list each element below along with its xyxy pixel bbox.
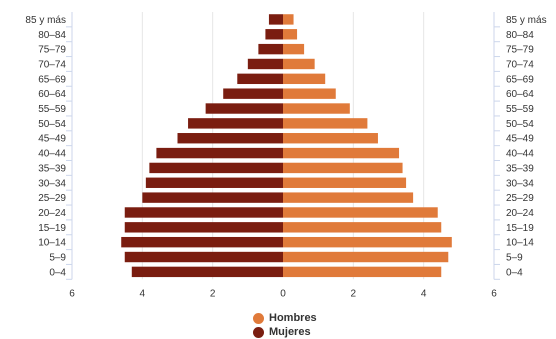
tick-label-left-40-44: 40–44 [38, 149, 66, 160]
bar-mujeres-70-74[interactable] [247, 58, 283, 70]
bar-mujeres-50-54[interactable] [188, 118, 283, 129]
x-tick-label: 2 [210, 288, 216, 299]
tick-label-left-0-4: 0–4 [49, 267, 66, 278]
tick-label-right-65-69: 65–69 [506, 74, 534, 85]
bar-hombres-0-4[interactable] [283, 266, 442, 278]
x-tick-label: 2 [351, 288, 357, 299]
left-category-axis: 85 y más 80–84 75–79 70–74 65–69 60–64 55–59 50… [25, 12, 73, 280]
tick-label-left-45-49: 45–49 [38, 134, 66, 145]
x-tick-label: 4 [421, 288, 427, 299]
bar-hombres-60-64[interactable] [283, 88, 336, 99]
bar-hombres-55-59[interactable] [283, 103, 350, 114]
bar-mujeres-25-29[interactable] [142, 192, 283, 203]
bar-hombres-80-84[interactable] [283, 29, 298, 40]
bar-mujeres-85-y-m-s[interactable] [268, 14, 283, 25]
tick-label-left-10-14: 10–14 [38, 238, 66, 249]
bar-hombres-40-44[interactable] [283, 147, 400, 159]
tick-label-right-30-34: 30–34 [506, 178, 534, 189]
bar-mujeres-5-9[interactable] [124, 251, 283, 263]
bar-mujeres-15-19[interactable] [124, 222, 283, 233]
tick-label-right-85-y-m-s: 85 y más [506, 15, 547, 26]
bar-mujeres-40-44[interactable] [156, 147, 283, 159]
x-tick-label: 6 [491, 288, 497, 299]
bar-hombres-35-39[interactable] [283, 162, 403, 174]
tick-label-left-55-59: 55–59 [38, 104, 66, 115]
tick-label-right-55-59: 55–59 [506, 104, 534, 115]
bar-mujeres-60-64[interactable] [223, 88, 283, 99]
tick-label-right-80-84: 80–84 [506, 30, 534, 41]
tick-label-right-0-4: 0–4 [506, 267, 523, 278]
tick-label-left-30-34: 30–34 [38, 178, 66, 189]
x-axis-ticks: 6 4 2 0 2 4 6 [69, 288, 497, 299]
legend-label-mujeres: Mujeres [269, 326, 311, 338]
tick-label-right-50-54: 50–54 [506, 119, 534, 130]
x-tick-label: 4 [140, 288, 146, 299]
bar-hombres-65-69[interactable] [283, 73, 326, 85]
bar-mujeres-30-34[interactable] [145, 177, 283, 188]
bar-hombres-15-19[interactable] [283, 222, 442, 233]
tick-label-right-40-44: 40–44 [506, 149, 534, 160]
tick-label-left-65-69: 65–69 [38, 74, 66, 85]
tick-label-left-15-19: 15–19 [38, 223, 66, 234]
bar-hombres-85-y-m-s[interactable] [283, 14, 294, 25]
tick-label-left-20-24: 20–24 [38, 208, 66, 219]
bar-mujeres-75-79[interactable] [258, 43, 283, 55]
tick-label-right-60-64: 60–64 [506, 89, 534, 100]
bar-hombres-45-49[interactable] [283, 133, 378, 144]
bar-mujeres-35-39[interactable] [149, 162, 283, 174]
tick-label-right-5-9: 5–9 [506, 253, 523, 264]
legend-item-hombres[interactable]: Hombres [253, 311, 317, 325]
legend-label-hombres: Hombres [269, 312, 317, 324]
tick-label-right-15-19: 15–19 [506, 223, 534, 234]
tick-label-right-10-14: 10–14 [506, 238, 534, 249]
bar-hombres-25-29[interactable] [283, 192, 414, 203]
tick-label-left-60-64: 60–64 [38, 89, 66, 100]
bar-mujeres-20-24[interactable] [124, 207, 283, 218]
bar-hombres-70-74[interactable] [283, 58, 315, 70]
tick-label-right-45-49: 45–49 [506, 134, 534, 145]
legend-item-mujeres[interactable]: Mujeres [253, 325, 317, 339]
tick-label-left-35-39: 35–39 [38, 163, 66, 174]
tick-label-left-5-9: 5–9 [49, 253, 66, 264]
legend: Hombres Mujeres [253, 311, 317, 339]
tick-label-left-85-y-m-s: 85 y más [25, 15, 66, 26]
x-tick-label: 6 [69, 288, 75, 299]
x-tick-label: 0 [280, 288, 286, 299]
bar-hombres-10-14[interactable] [283, 236, 452, 248]
bar-hombres-5-9[interactable] [283, 251, 449, 263]
bar-mujeres-10-14[interactable] [121, 236, 283, 248]
right-category-axis: 85 y más 80–84 75–79 70–74 65–69 60–64 55–59 50… [493, 12, 547, 280]
bar-mujeres-55-59[interactable] [205, 103, 283, 114]
bar-mujeres-65-69[interactable] [237, 73, 283, 85]
bar-mujeres-0-4[interactable] [131, 266, 283, 278]
tick-label-left-50-54: 50–54 [38, 119, 66, 130]
tick-label-right-20-24: 20–24 [506, 208, 534, 219]
bar-hombres-50-54[interactable] [283, 118, 368, 129]
tick-label-left-70-74: 70–74 [38, 59, 66, 70]
legend-marker-hombres [253, 312, 264, 324]
bar-hombres-30-34[interactable] [283, 177, 407, 188]
legend-marker-mujeres [253, 326, 264, 338]
tick-label-right-25-29: 25–29 [506, 193, 534, 204]
bar-hombres-20-24[interactable] [283, 207, 438, 218]
tick-label-left-75-79: 75–79 [38, 45, 66, 56]
bar-mujeres-80-84[interactable] [265, 29, 283, 40]
tick-label-left-80-84: 80–84 [38, 30, 66, 41]
tick-label-left-25-29: 25–29 [38, 193, 66, 204]
tick-label-right-70-74: 70–74 [506, 59, 534, 70]
bars [121, 14, 452, 278]
tick-label-right-35-39: 35–39 [506, 163, 534, 174]
bar-hombres-75-79[interactable] [283, 43, 305, 55]
tick-label-right-75-79: 75–79 [506, 45, 534, 56]
bar-mujeres-45-49[interactable] [177, 133, 284, 144]
